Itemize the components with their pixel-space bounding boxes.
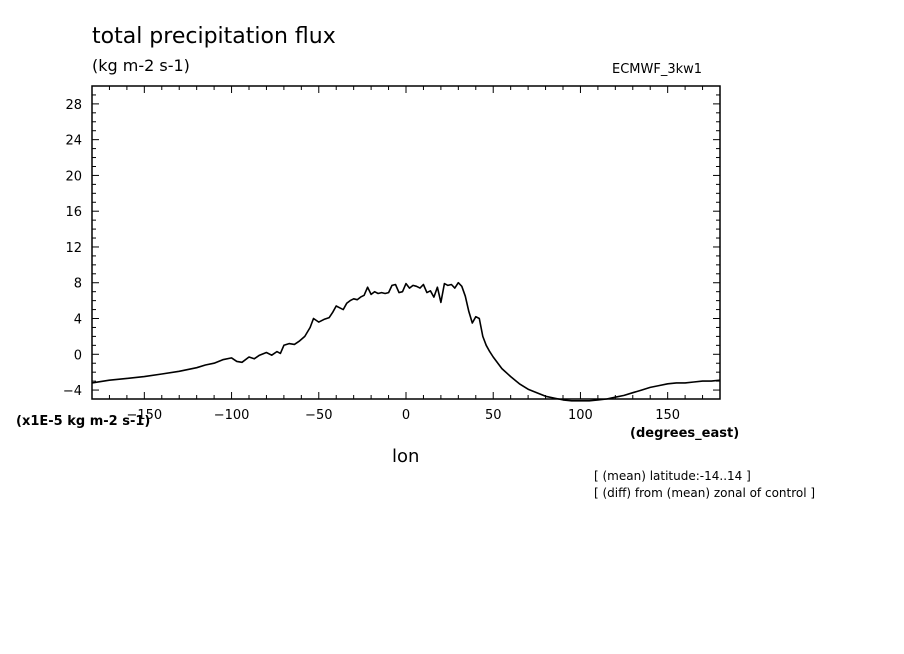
y-tick-label: 16 bbox=[65, 205, 82, 220]
note-diff: [ (diff) from (mean) zonal of control ] bbox=[594, 486, 816, 500]
y-tick-label: 20 bbox=[65, 169, 82, 184]
plot-frame bbox=[91, 85, 721, 400]
x-tick-label: 50 bbox=[485, 408, 502, 423]
y-tick-label: −4 bbox=[63, 384, 82, 399]
chart-title: total precipitation flux bbox=[92, 24, 336, 49]
series-line-0 bbox=[91, 281, 721, 402]
chart-subtitle: (kg m-2 s-1) bbox=[92, 56, 190, 75]
y-tick-label: 4 bbox=[74, 313, 82, 328]
x-tick-label: −100 bbox=[214, 408, 250, 423]
x-axis-units: (degrees_east) bbox=[630, 426, 740, 441]
y-tick-label: 8 bbox=[74, 277, 82, 292]
dataset-label: ECMWF_3kw1 bbox=[612, 62, 703, 77]
x-tick-label: 150 bbox=[655, 408, 680, 423]
note-latitude: [ (mean) latitude:-14..14 ] bbox=[594, 469, 751, 483]
x-axis-label: lon bbox=[392, 446, 420, 467]
y-axis-units: (x1E-5 kg m-2 s-1) bbox=[16, 414, 151, 429]
y-tick-label: 24 bbox=[65, 134, 82, 149]
x-tick-label: −50 bbox=[305, 408, 332, 423]
y-tick-label: 0 bbox=[74, 348, 82, 363]
x-tick-label: 0 bbox=[402, 408, 410, 423]
y-tick-label: 12 bbox=[65, 241, 82, 256]
x-tick-label: −150 bbox=[126, 408, 162, 423]
y-tick-label: 28 bbox=[65, 98, 82, 113]
x-tick-label: 100 bbox=[568, 408, 593, 423]
